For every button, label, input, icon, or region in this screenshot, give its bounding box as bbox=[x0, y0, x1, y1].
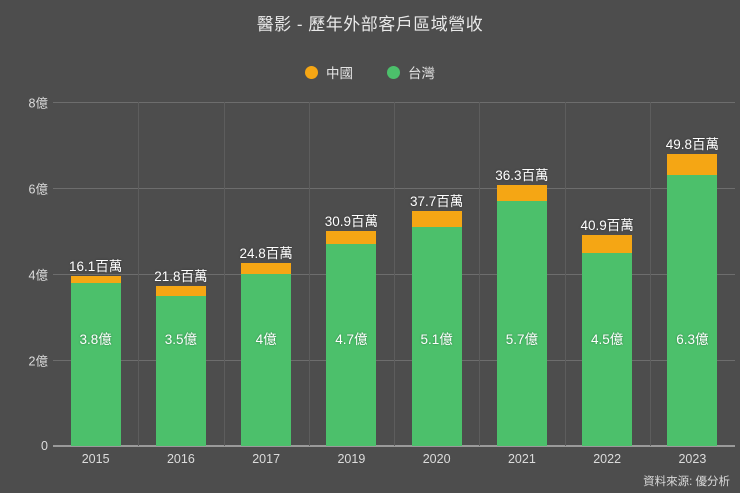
bar-group[interactable]: 16.1百萬 3.8億 bbox=[69, 259, 122, 446]
bar-group[interactable]: 49.8百萬 6.3億 bbox=[666, 137, 719, 446]
bar-label-taiwan: 4.7億 bbox=[335, 332, 368, 347]
bar-segment-china[interactable]: 21.8百萬 bbox=[154, 269, 208, 296]
x-axis-tick-label: 2023 bbox=[678, 452, 707, 466]
gridline-vertical bbox=[564, 102, 566, 446]
bar-label-china: 49.8百萬 bbox=[665, 136, 720, 152]
bar-label-china: 16.1百萬 bbox=[68, 258, 123, 274]
bar-group[interactable]: 40.9百萬 4.5億 bbox=[580, 218, 634, 446]
x-axis-tick-label: 2015 bbox=[81, 452, 110, 466]
gridline-vertical bbox=[223, 102, 225, 446]
legend-swatch-china-icon bbox=[305, 65, 318, 79]
x-axis-baseline bbox=[53, 445, 735, 447]
bar-group[interactable]: 21.8百萬 3.5億 bbox=[154, 269, 208, 446]
bar-label-china: 30.9百萬 bbox=[324, 213, 379, 229]
x-axis-tick-label: 2020 bbox=[422, 452, 451, 466]
x-axis-tick-label: 2016 bbox=[166, 452, 195, 466]
bar-segment-china[interactable]: 16.1百萬 bbox=[69, 259, 122, 283]
bar-group[interactable]: 30.9百萬 4.7億 bbox=[325, 214, 378, 446]
gridline-vertical bbox=[479, 102, 481, 446]
chart-title: 醫影 - 歷年外部客戶區域營收 bbox=[256, 15, 484, 34]
bar-segment-taiwan[interactable]: 4億 bbox=[241, 274, 292, 446]
y-axis-tick-label: 0 bbox=[41, 439, 48, 453]
legend-label-china: 中國 bbox=[326, 66, 353, 81]
bar-label-china: 36.3百萬 bbox=[495, 168, 549, 184]
y-axis-tick-label: 2億 bbox=[28, 354, 48, 369]
source-note: 資料來源: 優分析 bbox=[643, 476, 730, 488]
bar-segment-china[interactable]: 37.7百萬 bbox=[410, 194, 463, 227]
bar-segment-china[interactable]: 36.3百萬 bbox=[495, 168, 549, 201]
bar-segment-china[interactable]: 24.8百萬 bbox=[239, 246, 293, 274]
legend-item-china[interactable]: 中國 bbox=[305, 62, 353, 82]
y-axis-tick-label: 8億 bbox=[28, 96, 48, 111]
bar-label-china: 24.8百萬 bbox=[239, 246, 293, 262]
legend-swatch-taiwan-icon bbox=[387, 65, 400, 79]
bar-label-taiwan: 4.5億 bbox=[590, 332, 624, 347]
bar-label-china: 37.7百萬 bbox=[409, 193, 464, 209]
gridline-vertical bbox=[394, 102, 395, 446]
bar-segment-china[interactable]: 30.9百萬 bbox=[325, 214, 378, 244]
legend-item-taiwan[interactable]: 台灣 bbox=[387, 62, 435, 82]
chart-legend: 中國 台灣 bbox=[0, 62, 740, 82]
bar-group[interactable]: 24.8百萬 4億 bbox=[239, 246, 293, 446]
legend-label-taiwan: 台灣 bbox=[408, 66, 435, 81]
y-axis-tick-label: 6億 bbox=[28, 182, 48, 197]
bar-label-taiwan: 4億 bbox=[255, 332, 277, 347]
y-axis-tick-label: 4億 bbox=[28, 268, 48, 283]
bar-segment-taiwan[interactable]: 5.1億 bbox=[411, 226, 462, 446]
x-axis-tick-label: 2019 bbox=[337, 452, 366, 466]
bar-segment-china[interactable]: 40.9百萬 bbox=[580, 218, 634, 253]
bar-label-taiwan: 5.1億 bbox=[420, 332, 453, 347]
bar-label-china: 21.8百萬 bbox=[154, 269, 208, 285]
gridline-vertical bbox=[308, 102, 310, 446]
bar-group[interactable]: 37.7百萬 5.1億 bbox=[410, 194, 463, 446]
bar-label-taiwan: 3.5億 bbox=[164, 332, 198, 347]
bar-label-taiwan: 6.3億 bbox=[676, 332, 709, 347]
gridline-vertical bbox=[649, 102, 651, 446]
bar-label-china: 40.9百萬 bbox=[580, 217, 634, 233]
bar-label-taiwan: 3.8億 bbox=[79, 332, 112, 347]
bar-segment-taiwan[interactable]: 4.7億 bbox=[326, 243, 377, 446]
gridline-vertical bbox=[138, 102, 140, 446]
x-axis-tick-label: 2017 bbox=[252, 452, 281, 466]
x-axis-tick-label: 2022 bbox=[593, 452, 622, 466]
bar-segment-taiwan[interactable]: 5.7億 bbox=[496, 200, 547, 446]
bar-segment-china[interactable]: 49.8百萬 bbox=[666, 137, 719, 176]
bar-segment-taiwan[interactable]: 3.8億 bbox=[70, 282, 121, 446]
bar-segment-taiwan[interactable]: 6.3億 bbox=[667, 175, 718, 446]
x-axis-tick-label: 2021 bbox=[507, 452, 536, 466]
bar-segment-taiwan[interactable]: 4.5億 bbox=[582, 252, 633, 446]
bar-label-taiwan: 5.7億 bbox=[505, 332, 539, 347]
plot-area: 16.1百萬 3.8億 21.8百萬 3.5億 24.8百萬 4億 30.9百萬 4.7億 37… bbox=[53, 102, 735, 447]
bar-segment-taiwan[interactable]: 3.5億 bbox=[155, 295, 206, 446]
bar-group[interactable]: 36.3百萬 5.7億 bbox=[495, 168, 549, 446]
